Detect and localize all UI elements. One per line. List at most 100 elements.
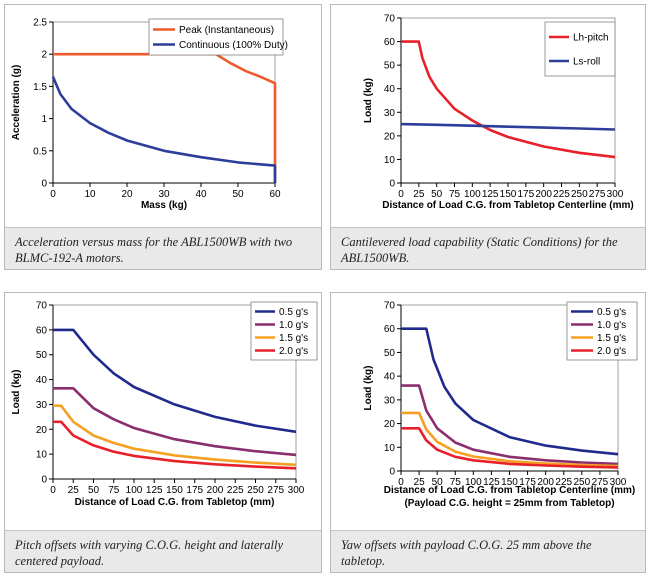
y-tick-label: 50 xyxy=(384,61,396,72)
y-tick-label: 20 xyxy=(384,419,396,430)
legend-label: Peak (Instantaneous) xyxy=(179,25,274,36)
x-tick-label: 60 xyxy=(269,189,281,200)
y-tick-label: 30 xyxy=(384,395,396,406)
y-tick-label: 10 xyxy=(36,450,48,461)
x-tick-label: 100 xyxy=(464,189,481,200)
x-tick-label: 50 xyxy=(431,189,443,200)
y-tick-label: 0 xyxy=(389,467,395,478)
y-tick-label: 40 xyxy=(36,375,48,386)
x-tick-label: 275 xyxy=(592,477,609,488)
legend-label: 1.0 g's xyxy=(597,320,626,331)
x-tick-label: 225 xyxy=(227,485,244,496)
x-tick-label: 300 xyxy=(288,485,305,496)
y-axis-label: Load (kg) xyxy=(11,370,22,415)
x-tick-label: 275 xyxy=(267,485,284,496)
series-line-4 xyxy=(53,420,297,470)
x-tick-label: 200 xyxy=(537,477,554,488)
x-tick-label: 200 xyxy=(207,485,224,496)
chart-panel-acceleration: 0 0.5 1 1.5 2 2.5 0 10 20 30 40 50 60 Mass (kg) Accele… xyxy=(4,4,322,270)
y-tick-label: 70 xyxy=(384,14,396,25)
y-tick-label: 40 xyxy=(384,84,396,95)
chart-panel-yaw-offsets: 0 10 20 30 40 50 60 70 0 25 50 75 100 125 150 175 200 225… xyxy=(330,292,646,573)
cantilevered-load-chart: 0 10 20 30 40 50 60 70 0 25 50 75 100 125 150 175 200 225… xyxy=(363,14,634,212)
x-tick-label: 300 xyxy=(607,189,624,200)
x-tick-label: 75 xyxy=(108,485,120,496)
y-tick-label: 20 xyxy=(36,425,48,436)
chart-legend: Peak (Instantaneous) Continuous (100% Dut… xyxy=(148,18,288,56)
legend-label: Continuous (100% Duty) xyxy=(179,40,288,51)
y-tick-label: 20 xyxy=(384,131,396,142)
y-tick-label: 2 xyxy=(41,50,47,61)
x-axis-label: Distance of Load C.G. from Tabletop Cent… xyxy=(382,200,634,211)
y-axis-label: Load (kg) xyxy=(363,78,374,123)
y-tick-label: 70 xyxy=(384,301,396,312)
y-tick-label: 0 xyxy=(41,179,47,190)
x-tick-label: 0 xyxy=(398,477,404,488)
yaw-offsets-chart: 0 10 20 30 40 50 60 70 0 25 50 75 100 125 150 175 200 225… xyxy=(363,301,638,509)
series-line-2 xyxy=(401,384,619,466)
series-line-2 xyxy=(53,387,297,457)
chart-caption: Pitch offsets with varying C.O.G. height… xyxy=(5,530,321,572)
x-tick-label: 275 xyxy=(589,189,606,200)
x-tick-label: 50 xyxy=(232,189,244,200)
legend-label: 0.5 g's xyxy=(597,307,626,318)
x-tick-label: 125 xyxy=(482,189,499,200)
x-tick-label: 20 xyxy=(121,189,133,200)
series-line-3 xyxy=(401,411,619,468)
y-tick-label: 10 xyxy=(384,443,396,454)
x-tick-label: 25 xyxy=(414,477,426,488)
y-tick-label: 0.5 xyxy=(33,146,47,157)
y-tick-label: 70 xyxy=(36,301,48,312)
y-tick-label: 1.5 xyxy=(33,82,47,93)
x-axis-label-secondary: (Payload C.G. height = 25mm from Tableto… xyxy=(404,498,614,509)
x-tick-label: 150 xyxy=(501,477,518,488)
legend-label: 1.5 g's xyxy=(279,333,308,344)
chart-panel-pitch-offsets: 0 10 20 30 40 50 60 70 0 25 50 75 100 125 150 175 200 225… xyxy=(4,292,322,573)
x-tick-label: 225 xyxy=(553,189,570,200)
chart-legend: Lh-pitch Ls-roll xyxy=(544,21,616,77)
chart-legend: 0.5 g's 1.0 g's 1.5 g's 2.0 g's xyxy=(250,301,318,361)
y-tick-label: 60 xyxy=(384,324,396,335)
y-tick-label: 60 xyxy=(384,37,396,48)
x-tick-label: 0 xyxy=(50,189,56,200)
x-tick-label: 150 xyxy=(500,189,517,200)
x-axis-label: Distance of Load C.G. from Tabletop Cent… xyxy=(384,485,636,496)
x-tick-label: 175 xyxy=(186,485,203,496)
series-line-4 xyxy=(401,427,619,469)
y-axis-label: Load (kg) xyxy=(363,366,374,411)
x-tick-label: 25 xyxy=(68,485,80,496)
y-tick-label: 0 xyxy=(389,179,395,190)
legend-box xyxy=(544,21,616,77)
x-tick-label: 250 xyxy=(571,189,588,200)
legend-label: 1.0 g's xyxy=(279,320,308,331)
x-tick-label: 225 xyxy=(555,477,572,488)
x-tick-label: 250 xyxy=(247,485,264,496)
x-tick-label: 175 xyxy=(519,477,536,488)
x-tick-label: 0 xyxy=(50,485,56,496)
x-tick-label: 100 xyxy=(126,485,143,496)
series-line-2 xyxy=(51,76,277,183)
y-tick-label: 50 xyxy=(384,348,396,359)
series-line-2 xyxy=(400,122,616,131)
x-tick-label: 75 xyxy=(449,189,461,200)
chart-caption: Yaw offsets with payload C.O.G. 25 mm ab… xyxy=(331,530,645,572)
x-tick-label: 175 xyxy=(517,189,534,200)
y-tick-label: 30 xyxy=(384,108,396,119)
legend-label: 2.0 g's xyxy=(279,346,308,357)
legend-label: 0.5 g's xyxy=(279,307,308,318)
x-tick-label: 250 xyxy=(573,477,590,488)
series-line-1 xyxy=(53,328,297,434)
pitch-offsets-chart: 0 10 20 30 40 50 60 70 0 25 50 75 100 125 150 175 200 225… xyxy=(11,301,318,508)
x-tick-label: 50 xyxy=(432,477,444,488)
x-tick-label: 30 xyxy=(158,189,170,200)
chart-legend: 0.5 g's 1.0 g's 1.5 g's 2.0 g's xyxy=(566,301,638,361)
series-line-1 xyxy=(401,327,619,456)
y-tick-label: 30 xyxy=(36,400,48,411)
y-tick-label: 2.5 xyxy=(33,18,47,29)
x-tick-label: 125 xyxy=(146,485,163,496)
legend-label: 2.0 g's xyxy=(597,346,626,357)
legend-label: 1.5 g's xyxy=(597,333,626,344)
series-line-3 xyxy=(53,404,297,467)
x-tick-label: 50 xyxy=(88,485,100,496)
acceleration-chart: 0 0.5 1 1.5 2 2.5 0 10 20 30 40 50 60 Mass (kg) Accele… xyxy=(11,18,288,212)
